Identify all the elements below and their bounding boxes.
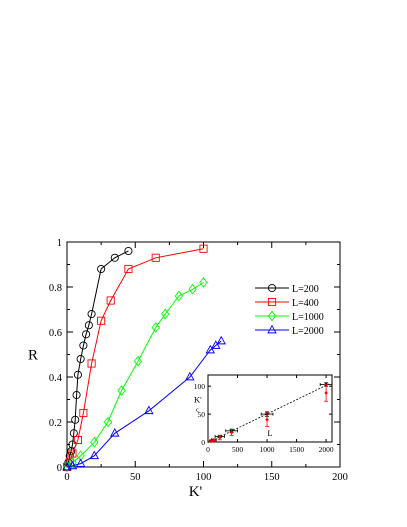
data-point xyxy=(62,461,72,471)
data-point xyxy=(76,354,85,364)
data-point xyxy=(188,283,197,295)
data-point xyxy=(97,316,106,325)
y-tick-label: 0.8 xyxy=(49,283,62,294)
data-point xyxy=(161,308,170,320)
inset-y-tick-label: 50 xyxy=(198,410,206,419)
legend-marker xyxy=(267,283,277,293)
y-axis-label: R xyxy=(28,348,38,364)
inset-y-tick-label: 0 xyxy=(201,438,205,447)
series-line xyxy=(66,250,129,468)
data-point xyxy=(133,355,143,367)
data-point xyxy=(151,322,160,333)
series-line xyxy=(66,248,204,468)
y-tick-label: 0.6 xyxy=(49,328,62,339)
legend-label: L=400 xyxy=(292,298,319,309)
data-point xyxy=(185,371,195,381)
data-point xyxy=(79,341,88,350)
data-point xyxy=(62,461,72,473)
legend-marker xyxy=(267,297,277,307)
data-point xyxy=(75,458,86,467)
data-point xyxy=(199,277,208,288)
inset-series-1 xyxy=(208,384,329,443)
data-point xyxy=(68,457,77,468)
data-point xyxy=(73,370,82,379)
data-point xyxy=(89,450,100,460)
x-tick-label: 0 xyxy=(64,472,69,483)
data-point xyxy=(65,451,74,460)
data-point xyxy=(67,460,78,470)
data-point xyxy=(82,330,91,339)
inset-data-point xyxy=(230,431,234,434)
data-point xyxy=(144,405,154,415)
inset-x-tick-label: 1000 xyxy=(260,445,275,454)
y-tick-label: 1 xyxy=(57,238,62,249)
series-1 xyxy=(62,244,208,472)
legend: L=200 L=400 L=1000 L=2000 xyxy=(255,283,324,337)
inset-x-tick-label: 1500 xyxy=(289,445,304,454)
x-axis-label: K' xyxy=(189,484,203,500)
data-point xyxy=(110,427,120,437)
data-point xyxy=(79,408,88,418)
data-point xyxy=(87,309,96,319)
data-point xyxy=(84,321,93,330)
data-point xyxy=(72,390,81,400)
data-point xyxy=(151,253,160,262)
inset-data-point xyxy=(212,438,216,442)
data-point xyxy=(174,290,184,302)
inset-data-point xyxy=(209,440,213,443)
legend-label: L=1000 xyxy=(292,312,324,323)
inset-x-tick-label: 500 xyxy=(232,445,244,454)
x-tick-label: 150 xyxy=(264,472,280,483)
y-tick-label: 0 xyxy=(57,463,62,474)
x-tick-label: 100 xyxy=(196,472,212,483)
inset-y-axis-subscript: c xyxy=(196,407,199,414)
inset-y-tick-label: 100 xyxy=(194,382,206,391)
x-tick-label: 200 xyxy=(332,472,348,483)
data-point xyxy=(76,450,85,462)
series-line xyxy=(66,282,204,468)
data-point xyxy=(199,244,208,253)
data-point xyxy=(124,246,133,256)
inset-chart: 0 500 1000 1500 2000 0 50 100 L K' c xyxy=(194,374,334,454)
x-tick-label: 50 xyxy=(130,472,141,483)
data-point xyxy=(87,359,96,368)
inset-x-tick-label: 2000 xyxy=(319,445,334,454)
data-point xyxy=(106,296,115,305)
y-tick-label: 0.2 xyxy=(49,418,62,429)
legend-label: L=2000 xyxy=(292,326,324,337)
inset-data-point xyxy=(218,436,222,439)
data-point xyxy=(69,429,78,438)
inset-data-point xyxy=(265,418,269,422)
y-tick-label: 0.4 xyxy=(49,373,63,384)
legend-marker xyxy=(267,310,277,322)
data-point xyxy=(205,344,216,354)
data-point xyxy=(110,253,119,262)
series-line xyxy=(66,340,222,468)
series-2 xyxy=(62,277,208,473)
data-point xyxy=(216,335,226,345)
data-point xyxy=(124,264,133,274)
inset-x-tick-label: 0 xyxy=(206,445,210,454)
data-point xyxy=(211,340,221,349)
series-3 xyxy=(62,335,226,471)
data-point xyxy=(97,264,106,274)
legend-label: L=200 xyxy=(292,284,319,295)
data-point xyxy=(90,436,99,448)
inset-x-axis-label: L xyxy=(267,428,272,438)
inset-data-point xyxy=(324,391,328,395)
inset-y-axis-label: K' xyxy=(194,395,202,405)
data-point xyxy=(117,385,126,396)
data-point xyxy=(103,416,113,428)
legend-marker xyxy=(267,324,277,334)
data-point xyxy=(71,415,80,424)
data-point xyxy=(73,435,82,445)
